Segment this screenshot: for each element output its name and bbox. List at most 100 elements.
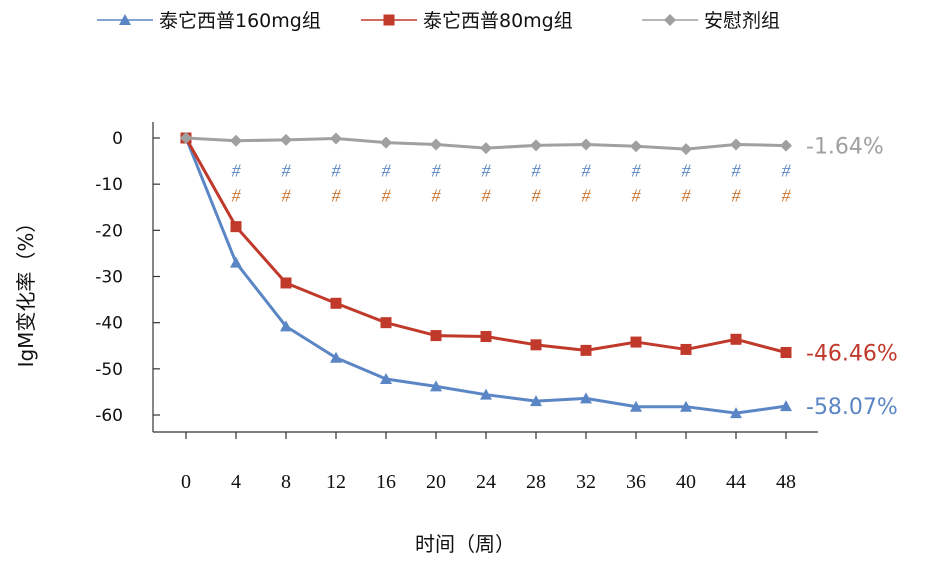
y-tick-label: -30 bbox=[95, 268, 123, 288]
significance-marker: # bbox=[582, 186, 592, 206]
data-point bbox=[730, 138, 742, 151]
y-tick-label: 0 bbox=[112, 129, 123, 149]
significance-marker: # bbox=[382, 160, 392, 180]
data-point bbox=[480, 142, 492, 155]
data-point bbox=[330, 132, 342, 145]
significance-marker: # bbox=[282, 186, 292, 206]
series-diamond bbox=[180, 132, 792, 156]
legend-label: 泰它西普80mg组 bbox=[423, 10, 573, 32]
y-tick-label: -10 bbox=[95, 175, 123, 195]
data-point bbox=[580, 344, 592, 356]
legend-marker-square bbox=[383, 14, 395, 26]
y-tick-label: -60 bbox=[95, 406, 123, 426]
y-ticks: 0 -10 -20 -30 -40 -50 -60 bbox=[95, 129, 160, 426]
data-point bbox=[780, 400, 792, 412]
x-tick-label: 12 bbox=[326, 471, 346, 493]
x-tick-label: 20 bbox=[426, 471, 446, 493]
x-tick-label: 32 bbox=[576, 471, 596, 493]
end-value-label: -1.64% bbox=[806, 135, 884, 160]
data-point bbox=[730, 407, 742, 419]
data-point bbox=[230, 221, 242, 233]
data-point bbox=[180, 132, 192, 144]
end-value-labels: -58.07% -46.46% -1.64% bbox=[806, 135, 898, 421]
data-point bbox=[780, 346, 792, 358]
significance-markers: # # # # # # # # # # # # # # # # # # # # # # # # bbox=[232, 160, 792, 205]
series-lines bbox=[180, 132, 792, 419]
data-point bbox=[530, 395, 542, 407]
significance-marker: # bbox=[382, 186, 392, 206]
data-point bbox=[280, 320, 292, 332]
significance-marker: # bbox=[732, 160, 742, 180]
data-point bbox=[480, 331, 492, 343]
x-tick-label: 8 bbox=[281, 471, 291, 493]
x-ticks: 0 4 8 12 16 20 24 28 32 36 40 44 48 bbox=[181, 432, 796, 493]
legend-label: 泰它西普160mg组 bbox=[159, 10, 321, 32]
data-point bbox=[330, 297, 342, 309]
significance-marker: # bbox=[532, 186, 542, 206]
legend-item: 安慰剂组 bbox=[642, 10, 780, 32]
data-point bbox=[280, 133, 292, 146]
significance-marker: # bbox=[232, 160, 242, 180]
significance-marker: # bbox=[782, 160, 792, 180]
data-point bbox=[680, 343, 692, 355]
significance-marker: # bbox=[432, 186, 442, 206]
significance-marker: # bbox=[432, 160, 442, 180]
significance-marker: # bbox=[482, 160, 492, 180]
data-point bbox=[630, 400, 642, 412]
y-axis-label: IgM变化率（%） bbox=[14, 213, 38, 368]
significance-marker: # bbox=[732, 186, 742, 206]
significance-marker: # bbox=[632, 186, 642, 206]
x-axis-label: 时间（周） bbox=[415, 532, 515, 556]
data-point bbox=[530, 339, 542, 351]
x-tick-label: 40 bbox=[676, 471, 696, 493]
data-point bbox=[580, 392, 592, 404]
significance-marker: # bbox=[782, 186, 792, 206]
data-point bbox=[680, 143, 692, 156]
data-point bbox=[680, 400, 692, 412]
significance-marker: # bbox=[332, 186, 342, 206]
data-point bbox=[280, 277, 292, 289]
significance-marker: # bbox=[682, 186, 692, 206]
significance-marker: # bbox=[282, 160, 292, 180]
significance-marker: # bbox=[682, 160, 692, 180]
data-point bbox=[430, 138, 442, 151]
x-tick-label: 28 bbox=[526, 471, 546, 493]
significance-marker: # bbox=[232, 186, 242, 206]
data-point bbox=[380, 372, 392, 384]
x-tick-label: 0 bbox=[181, 471, 191, 493]
significance-marker: # bbox=[332, 160, 342, 180]
x-tick-label: 16 bbox=[376, 471, 396, 493]
significance-marker: # bbox=[582, 160, 592, 180]
x-tick-label: 36 bbox=[626, 471, 646, 493]
legend-item: 泰它西普160mg组 bbox=[97, 10, 321, 32]
data-point bbox=[430, 380, 442, 392]
end-value-label: -58.07% bbox=[806, 395, 898, 420]
y-tick-label: -20 bbox=[95, 221, 123, 241]
data-point bbox=[730, 333, 742, 345]
data-point bbox=[530, 139, 542, 152]
data-point bbox=[580, 138, 592, 151]
data-point bbox=[630, 140, 642, 153]
data-point bbox=[230, 134, 242, 147]
data-point bbox=[380, 136, 392, 149]
data-point bbox=[330, 351, 342, 363]
x-tick-label: 48 bbox=[776, 471, 796, 493]
x-tick-label: 44 bbox=[726, 471, 746, 493]
data-point bbox=[780, 139, 792, 152]
x-tick-label: 4 bbox=[231, 471, 241, 493]
data-point bbox=[630, 336, 642, 348]
x-tick-label: 24 bbox=[476, 471, 496, 493]
data-point bbox=[380, 317, 392, 329]
significance-marker: # bbox=[632, 160, 642, 180]
legend-marker-diamond bbox=[664, 14, 676, 26]
legend-label: 安慰剂组 bbox=[704, 10, 780, 32]
legend: 泰它西普160mg组 泰它西普80mg组 安慰剂组 bbox=[97, 10, 780, 32]
significance-marker: # bbox=[482, 186, 492, 206]
series-triangle bbox=[180, 132, 792, 419]
data-point bbox=[230, 256, 242, 268]
data-point bbox=[430, 330, 442, 342]
significance-marker: # bbox=[532, 160, 542, 180]
end-value-label: -46.46% bbox=[806, 341, 898, 366]
legend-marker-triangle bbox=[119, 14, 131, 25]
